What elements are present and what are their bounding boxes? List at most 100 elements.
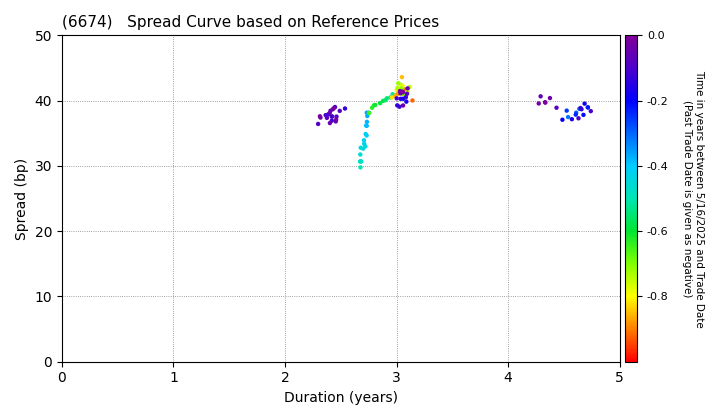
Point: [539, 99, 551, 106]
Point: [326, 117, 338, 124]
Point: [396, 91, 408, 97]
Point: [562, 114, 574, 121]
Point: [320, 112, 331, 118]
Point: [397, 82, 408, 89]
Y-axis label: Time in years between 5/16/2025 and Trade Date
(Past Trade Date is given as nega: Time in years between 5/16/2025 and Trad…: [683, 70, 704, 328]
Point: [392, 91, 403, 97]
Point: [327, 106, 338, 113]
Point: [391, 87, 402, 93]
Point: [577, 112, 589, 118]
Point: [392, 84, 403, 91]
Point: [314, 113, 325, 120]
Point: [561, 107, 572, 114]
Point: [328, 105, 340, 111]
Point: [384, 94, 396, 101]
Point: [576, 106, 588, 113]
Point: [399, 86, 410, 93]
Point: [354, 158, 366, 165]
Point: [397, 90, 409, 97]
Point: [394, 88, 405, 94]
Point: [579, 100, 590, 107]
Point: [400, 92, 412, 99]
Point: [401, 90, 413, 97]
Point: [535, 93, 546, 100]
Point: [361, 113, 373, 119]
Point: [330, 113, 342, 120]
Point: [329, 104, 341, 110]
Point: [395, 81, 407, 88]
Point: [407, 97, 418, 104]
Point: [324, 120, 336, 126]
Point: [369, 102, 381, 108]
Point: [557, 116, 568, 123]
Point: [355, 144, 366, 151]
Point: [395, 90, 406, 97]
X-axis label: Duration (years): Duration (years): [284, 391, 397, 405]
Point: [402, 88, 413, 95]
Point: [339, 105, 351, 112]
Point: [364, 110, 375, 116]
Point: [551, 105, 562, 111]
Point: [575, 105, 586, 111]
Point: [396, 85, 408, 92]
Point: [392, 102, 403, 109]
Point: [361, 123, 372, 129]
Point: [397, 95, 409, 102]
Point: [566, 116, 577, 123]
Point: [396, 74, 408, 81]
Point: [404, 84, 415, 90]
Point: [354, 151, 366, 158]
Point: [361, 109, 372, 116]
Point: [574, 105, 585, 112]
Point: [387, 91, 398, 97]
Point: [326, 113, 338, 120]
Y-axis label: Spread (bp): Spread (bp): [15, 158, 29, 239]
Point: [582, 104, 593, 110]
Point: [330, 116, 342, 123]
Point: [392, 80, 404, 87]
Point: [360, 122, 372, 129]
Point: [391, 95, 402, 102]
Point: [394, 103, 405, 110]
Point: [357, 145, 369, 152]
Point: [402, 85, 413, 92]
Point: [315, 114, 326, 121]
Point: [355, 158, 366, 165]
Point: [585, 108, 597, 115]
Point: [570, 109, 582, 116]
Point: [582, 104, 594, 111]
Point: [355, 164, 366, 171]
Point: [397, 89, 409, 96]
Point: [544, 94, 556, 101]
Point: [381, 95, 392, 102]
Point: [359, 140, 370, 147]
Point: [334, 108, 346, 114]
Point: [374, 100, 386, 107]
Point: [358, 137, 369, 144]
Point: [366, 105, 378, 111]
Point: [397, 102, 409, 109]
Point: [539, 99, 551, 105]
Point: [356, 158, 367, 165]
Point: [533, 100, 544, 107]
Point: [321, 115, 333, 121]
Point: [326, 113, 338, 120]
Point: [361, 118, 373, 125]
Point: [572, 115, 584, 122]
Point: [400, 94, 412, 101]
Point: [360, 131, 372, 137]
Point: [323, 111, 334, 118]
Point: [400, 98, 412, 105]
Point: [397, 88, 408, 95]
Point: [325, 108, 336, 114]
Point: [379, 97, 391, 104]
Point: [377, 97, 389, 104]
Point: [359, 143, 371, 150]
Point: [363, 110, 374, 116]
Point: [324, 110, 336, 116]
Point: [395, 95, 406, 102]
Point: [390, 92, 401, 99]
Point: [570, 111, 582, 118]
Point: [368, 102, 379, 109]
Point: [330, 118, 341, 125]
